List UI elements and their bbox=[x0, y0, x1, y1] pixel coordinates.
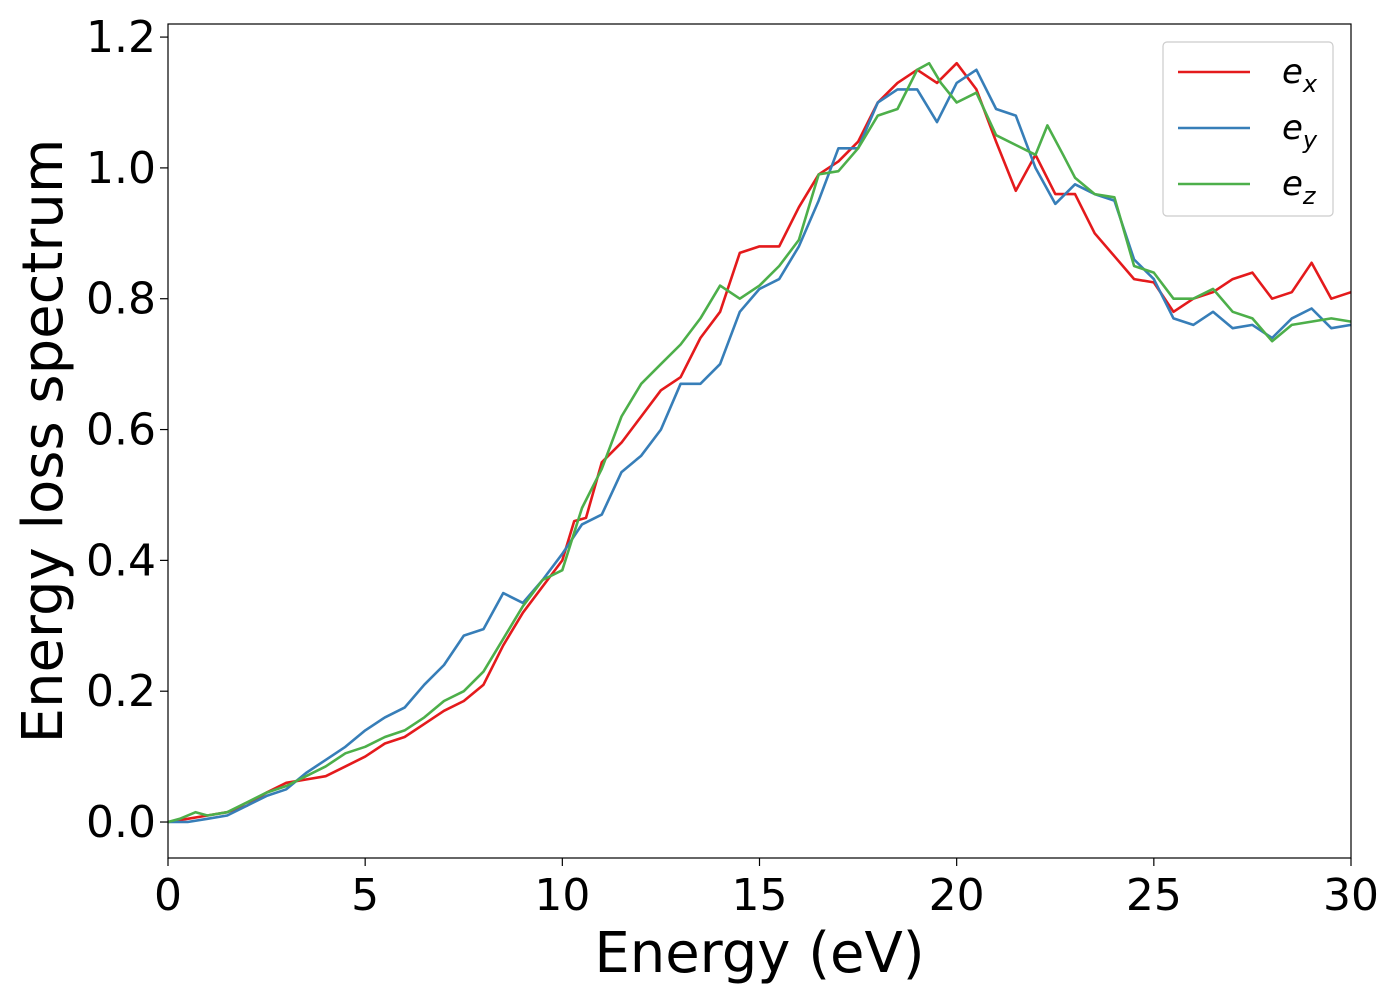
series-lines bbox=[167, 61, 1352, 824]
y-tick-label: 0.0 bbox=[86, 797, 156, 848]
x-tick-label: 0 bbox=[154, 870, 182, 921]
y-tick-label: 0.2 bbox=[86, 666, 156, 717]
series-line-ez bbox=[167, 61, 1352, 824]
series-line-ey bbox=[168, 68, 1352, 824]
x-tick-label: 10 bbox=[534, 870, 590, 921]
x-tick-label: 25 bbox=[1126, 870, 1182, 921]
series-line-ex bbox=[167, 61, 1352, 824]
y-axis-label: Energy loss spectrum bbox=[11, 139, 76, 744]
x-axis-label: Energy (eV) bbox=[594, 921, 924, 986]
x-tick-label: 20 bbox=[929, 870, 985, 921]
y-axis-ticks: 0.0 0.2 0.4 0.6 0.8 1.0 1.2 bbox=[86, 12, 168, 848]
legend-label-ez: ez bbox=[1282, 164, 1317, 210]
y-tick-label: 0.4 bbox=[86, 535, 156, 586]
y-tick-label: 1.2 bbox=[86, 12, 156, 63]
x-tick-label: 5 bbox=[351, 870, 379, 921]
x-tick-label: 15 bbox=[732, 870, 788, 921]
y-tick-label: 0.6 bbox=[86, 405, 156, 456]
x-axis-ticks: 0 5 10 15 20 25 30 bbox=[154, 858, 1379, 921]
y-tick-label: 0.8 bbox=[86, 274, 156, 325]
y-tick-label: 1.0 bbox=[86, 143, 156, 194]
x-tick-label: 30 bbox=[1323, 870, 1379, 921]
